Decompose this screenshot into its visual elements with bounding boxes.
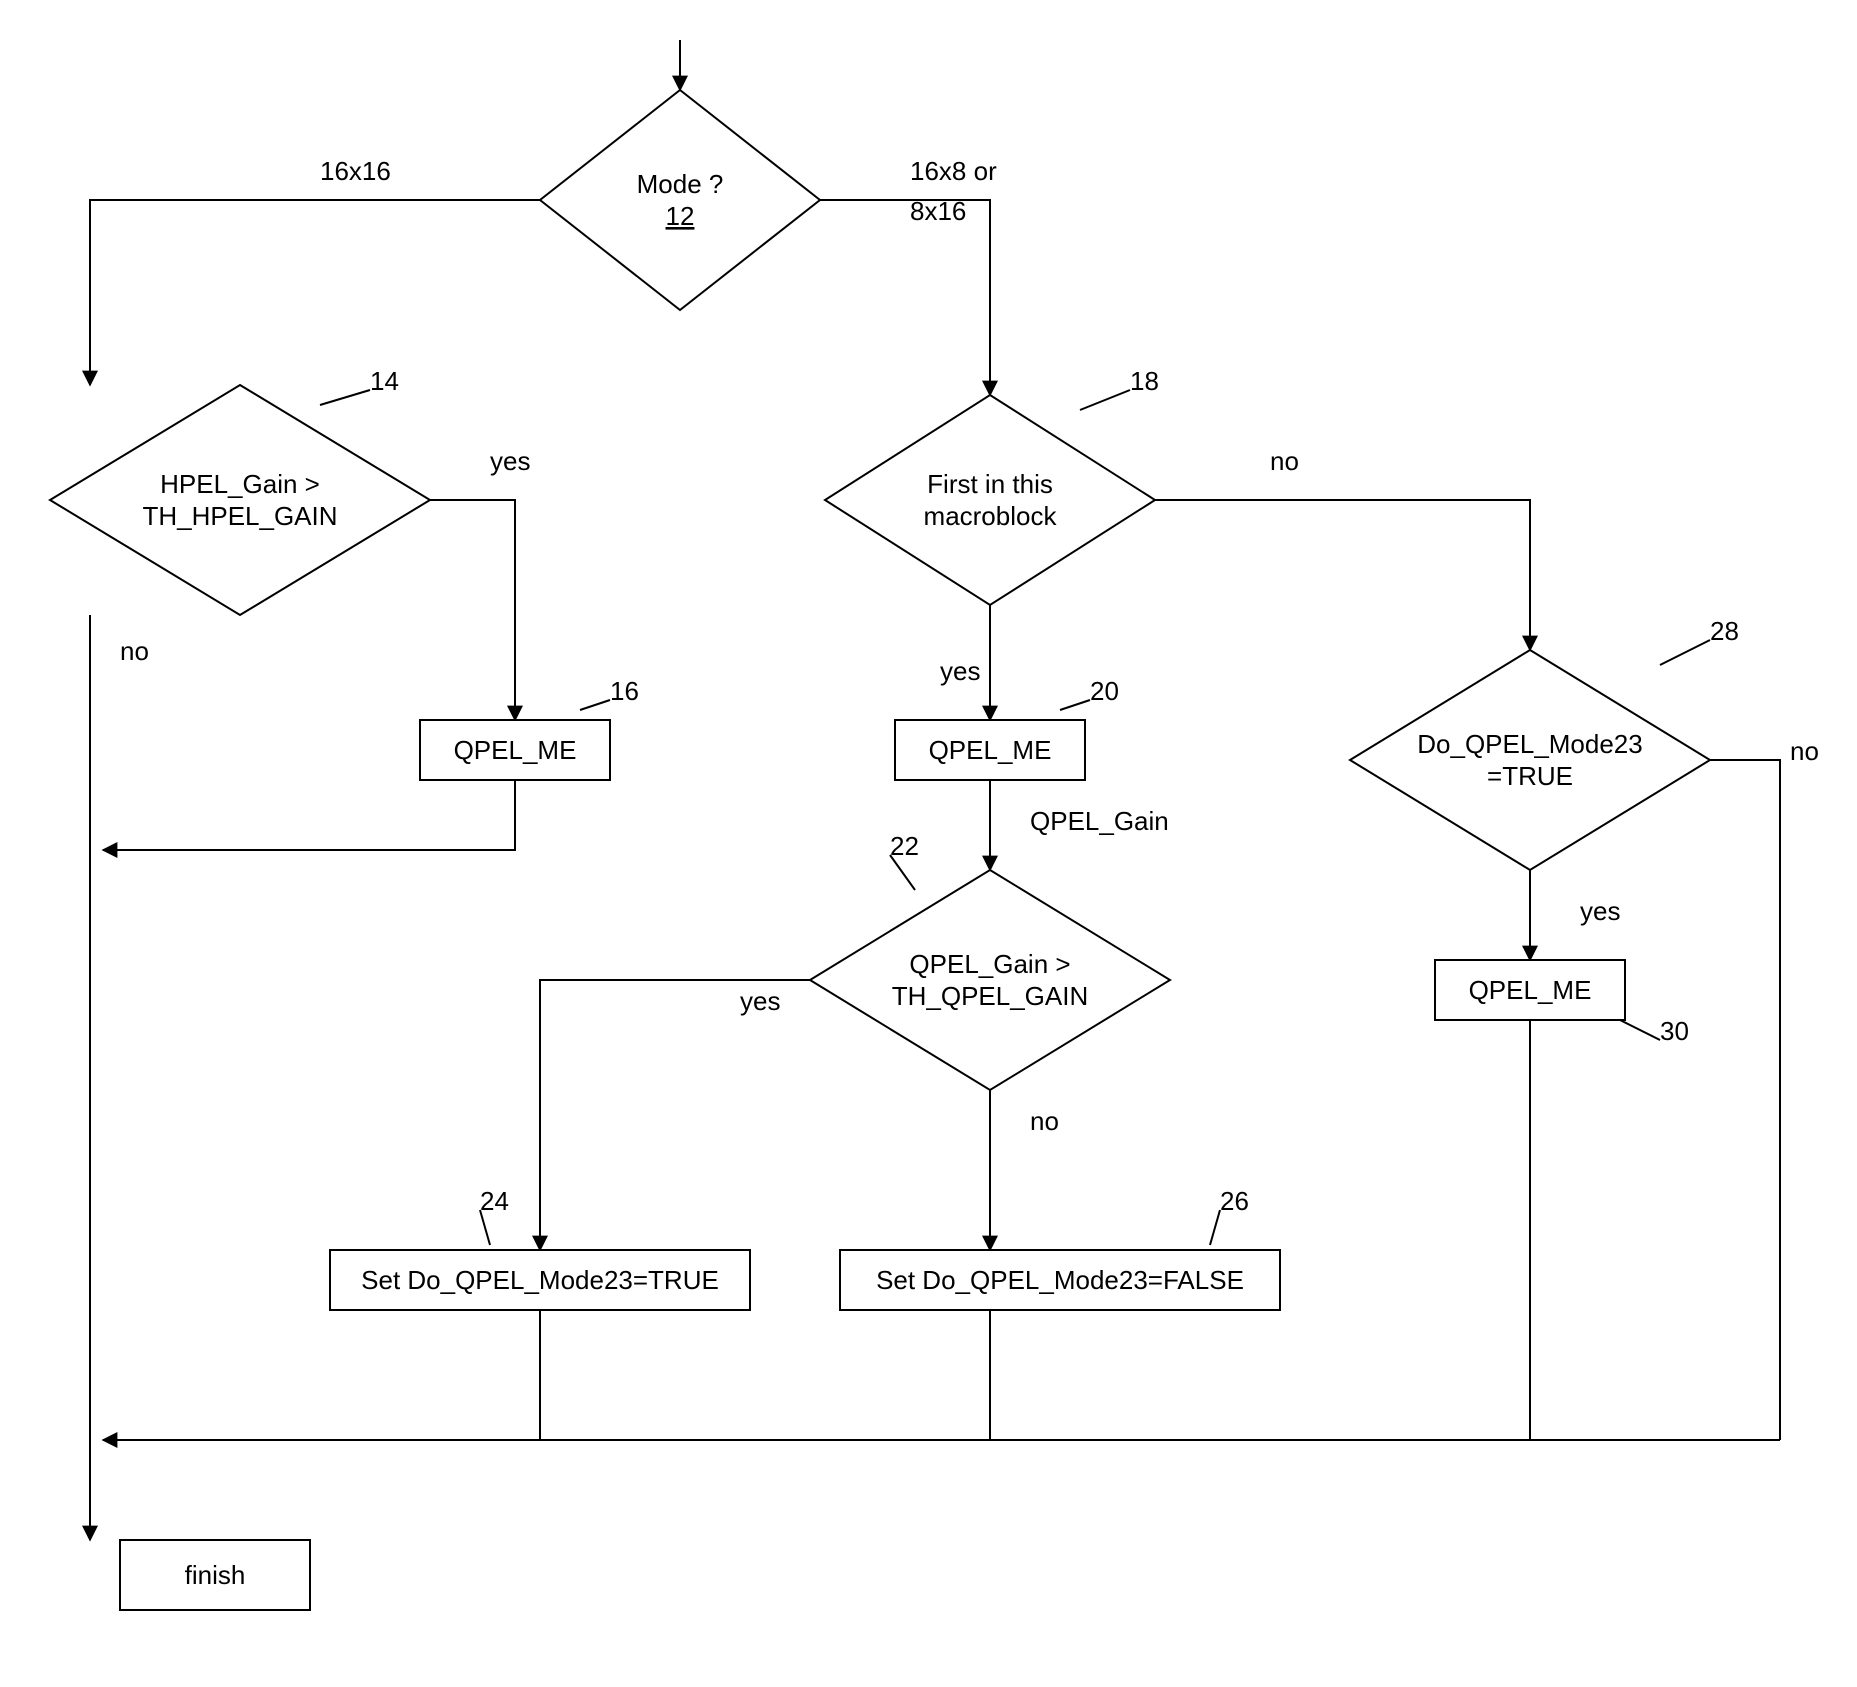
- n18-line-1: macroblock: [924, 501, 1058, 531]
- n16-line-0: QPEL_ME: [454, 735, 577, 765]
- n30-line-0: QPEL_ME: [1469, 975, 1592, 1005]
- node-n12: Mode ?12: [540, 90, 820, 310]
- edge-label-l_16x16: 16x16: [320, 156, 391, 186]
- edge-label-l_qgain: QPEL_Gain: [1030, 806, 1169, 836]
- leader-26: [1210, 1210, 1220, 1245]
- n24-line-0: Set Do_QPEL_Mode23=TRUE: [361, 1265, 719, 1295]
- edge-n18-no-to-n28: [1155, 500, 1530, 650]
- ref-n18: 18: [1130, 366, 1159, 396]
- n28-line-0: Do_QPEL_Mode23: [1417, 729, 1642, 759]
- n18-line-0: First in this: [927, 469, 1053, 499]
- edge-n28-no-to-join: [1710, 760, 1780, 1440]
- leader-30: [1620, 1020, 1660, 1040]
- edge-label-l_28_yes: yes: [1580, 896, 1620, 926]
- leader-14: [320, 390, 370, 405]
- ref-n20: 20: [1090, 676, 1119, 706]
- edge-label-l_22_yes: yes: [740, 986, 780, 1016]
- node-n14: HPEL_Gain >TH_HPEL_GAIN 14: [50, 366, 430, 615]
- ref-n28: 28: [1710, 616, 1739, 646]
- edge-label-l_18_yes: yes: [940, 656, 980, 686]
- finish-line-0: finish: [185, 1560, 246, 1590]
- edge-n12-to-n18: [820, 200, 990, 395]
- edge-n22-yes-to-n24: [540, 980, 810, 1250]
- node-finish: finish: [120, 1540, 310, 1610]
- edge-n12-to-n14: [90, 200, 540, 385]
- node-n22: QPEL_Gain >TH_QPEL_GAIN 22: [810, 831, 1170, 1090]
- n12-line-1: 12: [666, 201, 695, 231]
- flowchart-diagram: Mode ?12 HPEL_Gain >TH_HPEL_GAIN 14 QPEL_ME…: [20, 20, 1857, 1667]
- n26-line-0: Set Do_QPEL_Mode23=FALSE: [876, 1265, 1244, 1295]
- leader-16: [580, 700, 610, 710]
- node-n20: QPEL_ME 20: [895, 676, 1119, 780]
- edge-n16-to-join: [103, 780, 515, 850]
- ref-n22: 22: [890, 831, 919, 861]
- n20-line-0: QPEL_ME: [929, 735, 1052, 765]
- n14-line-1: TH_HPEL_GAIN: [142, 501, 337, 531]
- ref-n14: 14: [370, 366, 399, 396]
- edge-label-l_28_no: no: [1790, 736, 1819, 766]
- ref-n24: 24: [480, 1186, 509, 1216]
- n22-line-1: TH_QPEL_GAIN: [892, 981, 1089, 1011]
- leader-18: [1080, 390, 1130, 410]
- ref-n16: 16: [610, 676, 639, 706]
- edge-n14-yes-to-n16: [430, 500, 515, 720]
- edge-label-l_22_no: no: [1030, 1106, 1059, 1136]
- n12-line-0: Mode ?: [637, 169, 724, 199]
- node-n18: First in thismacroblock 18: [825, 366, 1159, 605]
- ref-n26: 26: [1220, 1186, 1249, 1216]
- n22-line-0: QPEL_Gain >: [909, 949, 1070, 979]
- edge-label-l_14_no: no: [120, 636, 149, 666]
- node-n16: QPEL_ME 16: [420, 676, 639, 780]
- leader-20: [1060, 700, 1090, 710]
- n14-line-0: HPEL_Gain >: [160, 469, 320, 499]
- n28-line-1: =TRUE: [1487, 761, 1573, 791]
- ref-n30: 30: [1660, 1016, 1689, 1046]
- leader-28: [1660, 640, 1710, 665]
- node-n26: Set Do_QPEL_Mode23=FALSE 26: [840, 1186, 1280, 1310]
- edge-label-l_14_yes: yes: [490, 446, 530, 476]
- edge-label-l_16x8: 16x8 or: [910, 156, 997, 186]
- node-n30: QPEL_ME 30: [1435, 960, 1689, 1046]
- edge-label-l_18_no: no: [1270, 446, 1299, 476]
- edge-label-l_8x16: 8x16: [910, 196, 966, 226]
